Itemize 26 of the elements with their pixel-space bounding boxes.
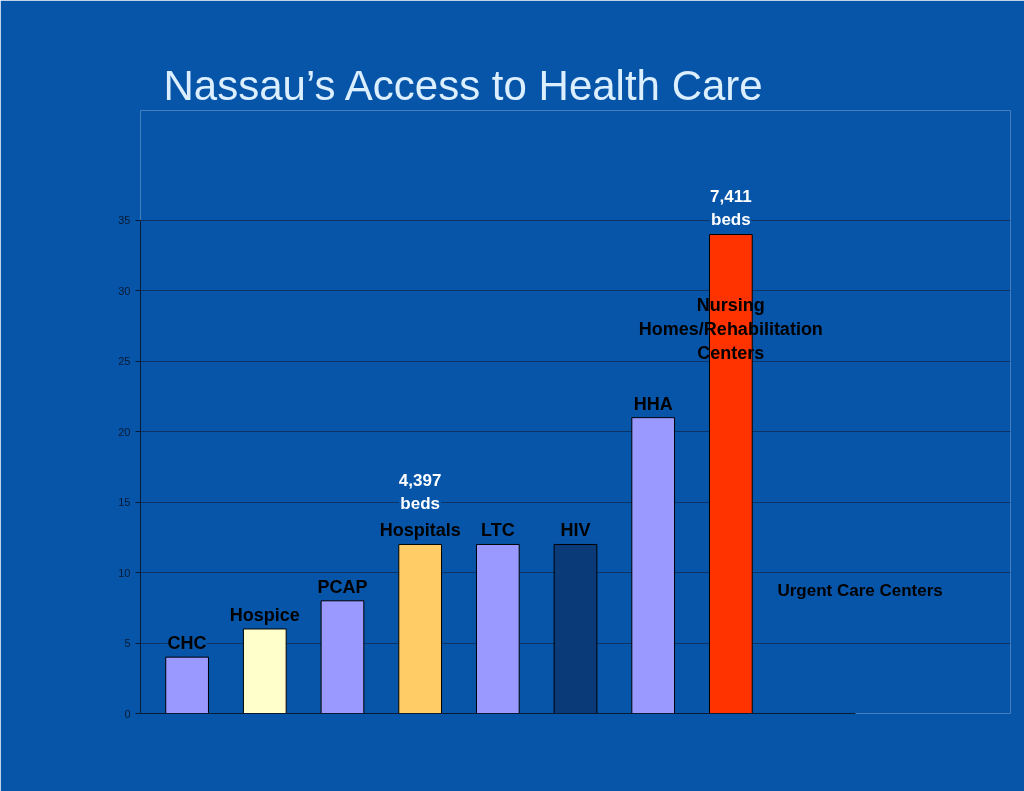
bar [320, 600, 365, 714]
y-tick-label: 20 [118, 425, 131, 438]
x-tick-label: PCAP [317, 576, 368, 597]
y-tick-label: 10 [118, 566, 131, 579]
bar [242, 628, 287, 714]
y-tick-label: 30 [118, 284, 131, 297]
x-tick-label: LTC [480, 520, 515, 541]
x-tick-label: Hospice [229, 604, 300, 625]
bar [475, 543, 520, 714]
bar [398, 543, 442, 714]
x-tick-label: Hospitals [379, 520, 461, 541]
annotation: 4,397 beds [398, 471, 442, 513]
y-tick-label: 15 [118, 496, 131, 509]
x-tick-label: CHC [167, 633, 207, 654]
y-tick-label: 35 [118, 214, 131, 227]
x-tick-label: HHA [633, 393, 673, 414]
x-tick-label: HIV [560, 520, 591, 541]
bar [553, 543, 598, 714]
y-tick-label: 25 [118, 355, 131, 368]
bar [631, 417, 676, 714]
annotation: 7,411 beds [710, 186, 752, 229]
y-tick-label: 0 [124, 707, 131, 720]
y-tick-label: 5 [124, 637, 131, 650]
bar [165, 656, 209, 714]
chart-title: Nassau’s Access to Health Care [163, 61, 763, 109]
text: Urgent Care Centers [777, 581, 943, 601]
